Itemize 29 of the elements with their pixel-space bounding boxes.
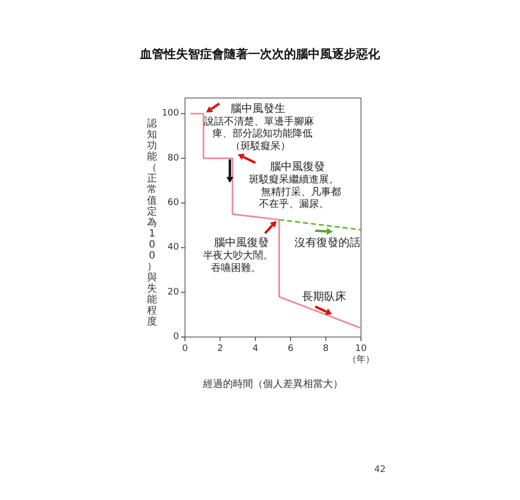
annotation: 無精打采、凡事都 [261,186,342,198]
annotation: 吞嚥困難。 [211,261,262,274]
annotation: 斑駁癡呆繼續進展。 [249,173,340,186]
annotation: 腦中風復發 [214,236,269,250]
annotation: （斑駁癡呆） [230,140,291,152]
x-tick-label: 2 [217,344,224,354]
annotation: 說話不清楚、單邊手腳麻 [204,115,314,128]
annotation: 腦中風復發 [270,160,326,174]
y-tick-label: 100 [162,109,180,120]
y-tick-label: 0 [173,332,180,342]
annotation: 痺、部分認知功能降低 [212,127,312,140]
x-tick-label: 6 [288,344,294,354]
y-tick-label: 80 [168,154,180,164]
text: 認知功能（正常值定為100）與失能程度 [147,118,157,328]
y-tick-label: 40 [168,243,180,254]
x-tick-label: 10 （年） [348,344,374,366]
annotation: 不在乎、漏尿。 [259,198,330,210]
x-tick-label: 4 [252,344,259,354]
y-tick-label: 60 [168,198,180,208]
x-tick-label: 8 [322,344,329,354]
y-tick-label: 20 [168,288,180,298]
chart-title: 血管性失智症會隨著一次次的腦中風逐步惡化 [139,47,381,62]
annotation: 半夜大吵大鬧。 [202,249,273,262]
x-axis-title: 經過的時間（個人差異相當大） [202,378,343,390]
annotation: 長期臥床 [302,290,346,303]
x-tick-label: 0 [182,344,188,354]
annotation: 沒有復發的話 [294,236,361,250]
text: 42 [374,465,386,476]
annotation: 腦中風發生 [230,102,286,116]
